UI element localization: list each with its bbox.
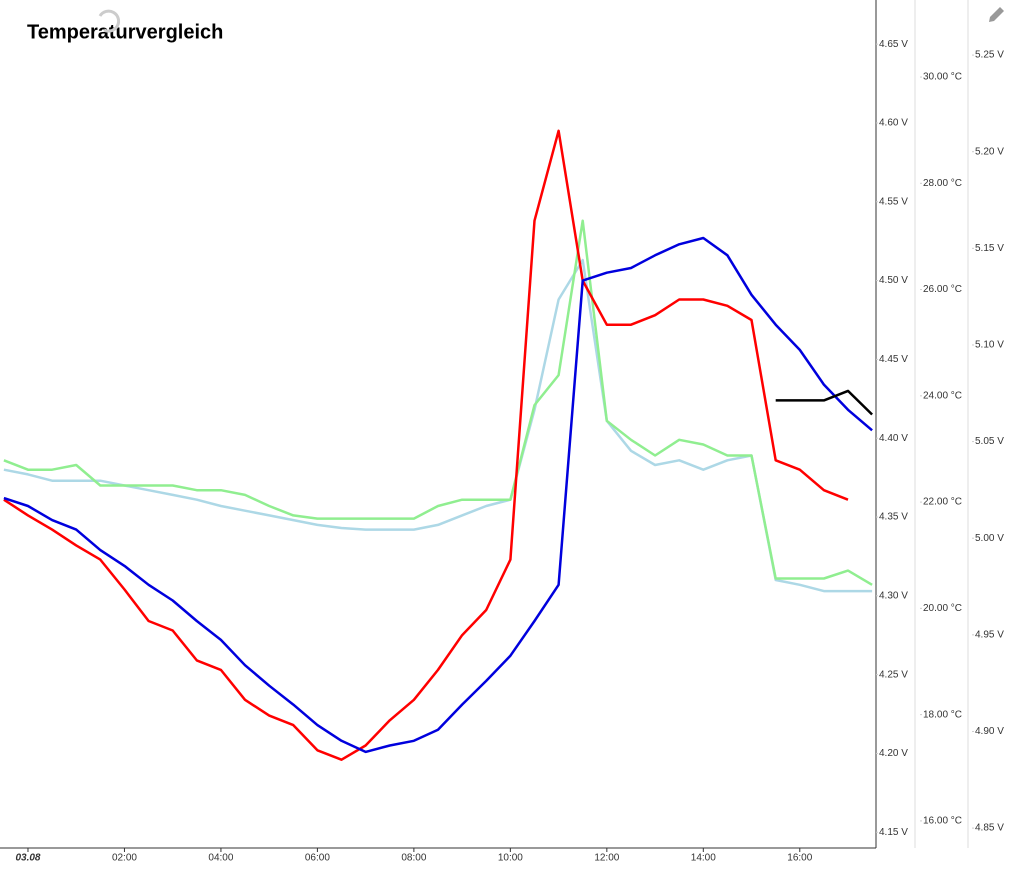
series-line [3,219,873,586]
y-tick-label: 28.00 °C [923,178,962,189]
x-tick-label: 02:00 [112,853,137,864]
refresh-icon[interactable] [98,9,121,33]
x-tick-label: 10:00 [498,853,523,864]
y-tick-label: 5.20 V [975,146,1004,157]
y-tick-label: 30.00 °C [923,72,962,83]
y-tick-label: 4.85 V [975,823,1004,834]
y-tick-label: 20.00 °C [923,603,962,614]
y-tick-label: 4.30 V [879,590,908,601]
y-tick-label: 5.05 V [975,436,1004,447]
y-tick-label: 5.10 V [975,340,1004,351]
x-tick-label: 16:00 [787,853,812,864]
y-tick-label: 4.95 V [975,629,1004,640]
x-tick-label: 14:00 [691,853,716,864]
y-tick-label: 16.00 °C [923,816,962,827]
y-tick-label: 18.00 °C [923,709,962,720]
pencil[interactable] [989,7,1004,22]
chart-title: Temperaturvergleich [27,21,223,43]
y-tick-label: 4.25 V [879,669,908,680]
x-tick-label: 12:00 [594,853,619,864]
x-tick-label: 04:00 [208,853,233,864]
series-line [775,389,873,416]
refresh-arc[interactable] [98,9,121,33]
x-tick-label: 03.08 [15,853,40,864]
y-tick-label: 4.15 V [879,827,908,838]
y-tick-label: 22.00 °C [923,497,962,508]
y-tick-label: 4.60 V [879,118,908,129]
y-tick-label: 4.40 V [879,433,908,444]
y-tick-label: 4.45 V [879,354,908,365]
series-line [3,258,873,593]
y-tick-label: 4.50 V [879,275,908,286]
y-tick-label: 4.65 V [879,39,908,50]
series-line [3,129,849,761]
y-tick-label: 5.25 V [975,50,1004,61]
y-tick-label: 4.55 V [879,196,908,207]
y-tick-label: 26.00 °C [923,284,962,295]
y-tick-label: 5.00 V [975,533,1004,544]
x-tick-label: 08:00 [401,853,426,864]
series-line [3,236,873,754]
edit-icon[interactable] [989,7,1004,22]
y-tick-label: 24.00 °C [923,390,962,401]
y-tick-label: 4.90 V [975,726,1004,737]
y-tick-label: 5.15 V [975,243,1004,254]
y-tick-label: 4.20 V [879,748,908,759]
x-tick-label: 06:00 [305,853,330,864]
y-tick-label: 4.35 V [879,512,908,523]
